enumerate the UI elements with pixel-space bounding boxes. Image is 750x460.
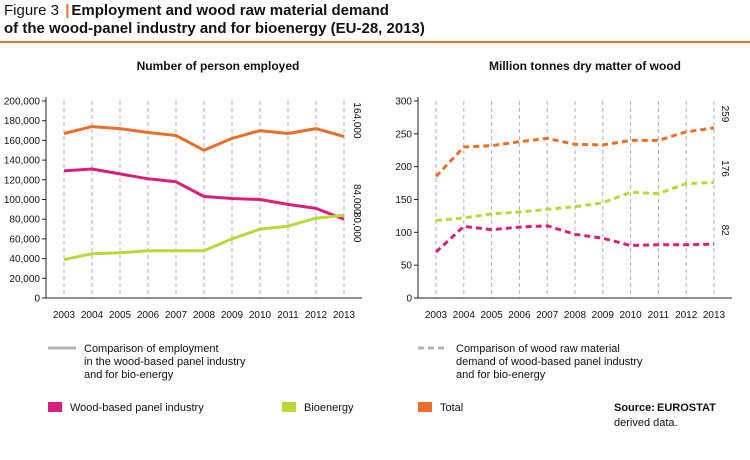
panel-1-x-tick-label: 2006 [137, 310, 160, 321]
panel-1-x-tick-label: 2004 [81, 310, 104, 321]
legend-employment-text: in the wood-based panel industry [84, 356, 246, 368]
title-rule [0, 41, 750, 43]
panel-2-x-tick-label: 2010 [619, 310, 642, 321]
panel-2-y-tick-label: 150 [395, 195, 412, 206]
figure-title-line1: Figure 3 | Employment and wood raw materi… [4, 2, 746, 20]
panel-1-y-tick-label: 160,000 [4, 136, 41, 147]
panel-1-y-tick-label: 140,000 [4, 156, 41, 167]
figure-number: Figure 3 [4, 2, 60, 19]
source-label: Source: [614, 402, 655, 414]
legend-label-bioenergy: Bioenergy [304, 402, 354, 414]
legend-demand-text: and for bio-energy [456, 369, 546, 381]
panel-1-y-tick-label: 100,000 [4, 195, 41, 206]
panel-1-x-tick-label: 2010 [249, 310, 272, 321]
panel-1-y-tick-label: 80,000 [9, 215, 40, 226]
panel-1-y-tick-label: 0 [34, 294, 40, 305]
panel-1-x-tick-label: 2013 [333, 310, 356, 321]
panel-1-end-label: 84,000 [351, 184, 362, 215]
panel-1-series-bioenergy [63, 213, 345, 262]
panel-1-y-tick-label: 20,000 [9, 274, 40, 285]
panel-2-series-bioenergy [435, 180, 715, 222]
legend-label-total: Total [440, 402, 463, 414]
panel-1-x-tick-label: 2005 [109, 310, 132, 321]
panel-1-y-tick-label: 180,000 [4, 116, 41, 127]
panel-2-x-tick-label: 2011 [648, 310, 670, 321]
figure-title-text-2: of the wood-panel industry and for bioen… [4, 20, 425, 37]
panel-2-end-label: 176 [719, 160, 730, 177]
panel-1-x-tick-label: 2009 [221, 310, 244, 321]
legend-swatch-bioenergy [282, 402, 296, 412]
panel-2-y-tick-label: 0 [406, 294, 412, 305]
panel-2-title: Million tonnes dry matter of wood [489, 59, 681, 73]
panel-2-y-tick-label: 100 [395, 228, 412, 239]
panel-1-x-tick-label: 2011 [277, 310, 299, 321]
panel-1-y-tick-label: 120,000 [4, 175, 41, 186]
panel-1-x-tick-label: 2003 [53, 310, 76, 321]
panel-2-series-total [434, 126, 715, 178]
panel-2-x-tick-label: 2013 [703, 310, 726, 321]
source-text: EUROSTAT [657, 402, 716, 414]
panel-2-y-tick-label: 50 [401, 261, 413, 272]
figure-separator: | [65, 2, 70, 19]
panel-2-x-tick-label: 2008 [564, 310, 587, 321]
panel-2-x-tick-label: 2003 [425, 310, 448, 321]
panel-2-y-tick-label: 250 [395, 129, 412, 140]
panel-2-x-tick-label: 2006 [508, 310, 531, 321]
panel-2-y-tick-label: 300 [395, 97, 412, 108]
panel-2-x-tick-label: 2007 [536, 310, 559, 321]
panel-1-x-tick-label: 2008 [193, 310, 216, 321]
legend-demand-text: Comparison of wood raw material [456, 343, 620, 355]
panel-2-x-tick-label: 2012 [675, 310, 698, 321]
panel-2-x-tick-label: 2009 [592, 310, 615, 321]
panel-1-series-total [63, 125, 345, 152]
panel-1-end-label: 164,000 [351, 102, 362, 139]
figure-title: Figure 3 | Employment and wood raw materi… [4, 2, 746, 38]
panel-1-y-tick-label: 40,000 [9, 254, 40, 265]
panel-2-x-tick-label: 2004 [453, 310, 476, 321]
legend-employment-text: Comparison of employment [84, 343, 219, 355]
panel-1-series-wood-panel [63, 167, 345, 221]
legend-label-wood-panel: Wood-based panel industry [70, 402, 204, 414]
legend-swatch-total [418, 402, 432, 412]
legend-employment-text: and for bio-energy [84, 369, 174, 381]
panel-1-x-tick-label: 2012 [305, 310, 328, 321]
panel-2-end-label: 259 [719, 106, 730, 123]
panel-2-y-tick-label: 200 [395, 162, 412, 173]
panel-1-end-label: 80,000 [351, 212, 362, 243]
panel-1-y-tick-label: 200,000 [4, 97, 41, 108]
legend-swatch-wood-panel [48, 402, 62, 412]
figure-title-text-1: Employment and wood raw material demand [71, 2, 389, 19]
panel-1-y-tick-label: 60,000 [9, 234, 40, 245]
panel-2-x-tick-label: 2005 [480, 310, 503, 321]
source-line2: derived data. [614, 417, 678, 429]
panel-1-title: Number of person employed [137, 59, 300, 73]
panel-2-end-label: 82 [719, 225, 730, 237]
panel-1-x-tick-label: 2007 [165, 310, 188, 321]
panel-2-series-wood-panel [434, 224, 715, 254]
legend-demand-text: demand of wood-based panel industry [456, 356, 643, 368]
